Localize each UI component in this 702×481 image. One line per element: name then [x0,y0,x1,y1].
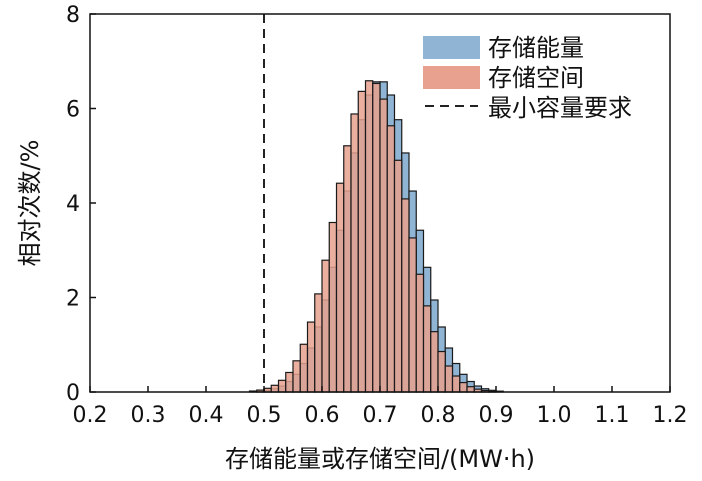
histogram-bar [285,371,294,393]
y-axis: 0 2 4 6 8 [66,3,96,406]
histogram-bar [451,375,461,393]
histogram-bar [393,159,403,393]
y-tick-label: 8 [66,3,80,28]
histogram-bar [415,273,425,393]
x-tick-label: 0.2 [73,403,108,428]
legend-swatch-storage-space [423,66,480,89]
x-axis: 0.2 0.3 0.4 0.5 0.6 0.7 0.8 0.9 1.0 1.1 1.2 [73,386,688,428]
histogram-bar [444,365,454,393]
x-tick-label: 0.8 [421,403,456,428]
histogram-bar [321,259,330,393]
histogram-bar [306,321,316,393]
x-tick-label: 0.3 [131,403,166,428]
histogram-bar [379,98,388,393]
histogram-bar [292,360,301,393]
legend-swatch-storage-energy [423,36,480,59]
x-tick-label: 1.0 [537,403,572,428]
legend: 存储能量 存储空间 最小容量要求 [423,34,632,122]
legend-label-storage-energy: 存储能量 [488,34,584,62]
histogram-bar [350,113,359,393]
x-tick-label: 0.4 [189,403,224,428]
histogram-bar [343,145,352,393]
histogram-bar [335,182,345,393]
y-axis-label: 相对次数/% [16,140,44,267]
histogram-bar [386,125,396,393]
y-tick-label: 0 [66,381,80,406]
x-tick-label: 1.1 [595,403,630,428]
legend-label-minimum-capacity: 最小容量要求 [488,94,632,122]
series-storage-space-bars [248,80,497,393]
histogram-bar [328,221,338,393]
histogram-bar [270,384,280,393]
histogram-bar [364,80,374,393]
x-tick-label: 0.6 [305,403,340,428]
y-tick-label: 6 [66,98,80,123]
y-tick-label: 4 [66,192,80,217]
histogram-bar [459,381,468,393]
histogram-bar [430,331,439,393]
histogram-bar [466,386,475,393]
histogram-bar [437,350,446,393]
histogram-bar [422,305,432,393]
histogram-bar [401,198,410,393]
x-tick-label: 0.9 [479,403,514,428]
histogram-bar [408,237,417,393]
legend-label-storage-space: 存储空间 [488,64,584,92]
x-tick-label: 1.2 [653,403,688,428]
histogram-bar [299,343,309,393]
histogram-bar [277,379,287,393]
x-tick-label: 0.5 [247,403,282,428]
y-tick-label: 2 [66,287,80,312]
histogram-bar [372,82,381,393]
x-axis-label: 存储能量或存储空间/(MW·h) [225,445,535,473]
histogram-bar [314,293,323,393]
x-tick-label: 0.7 [363,403,398,428]
histogram-bar [357,90,367,393]
